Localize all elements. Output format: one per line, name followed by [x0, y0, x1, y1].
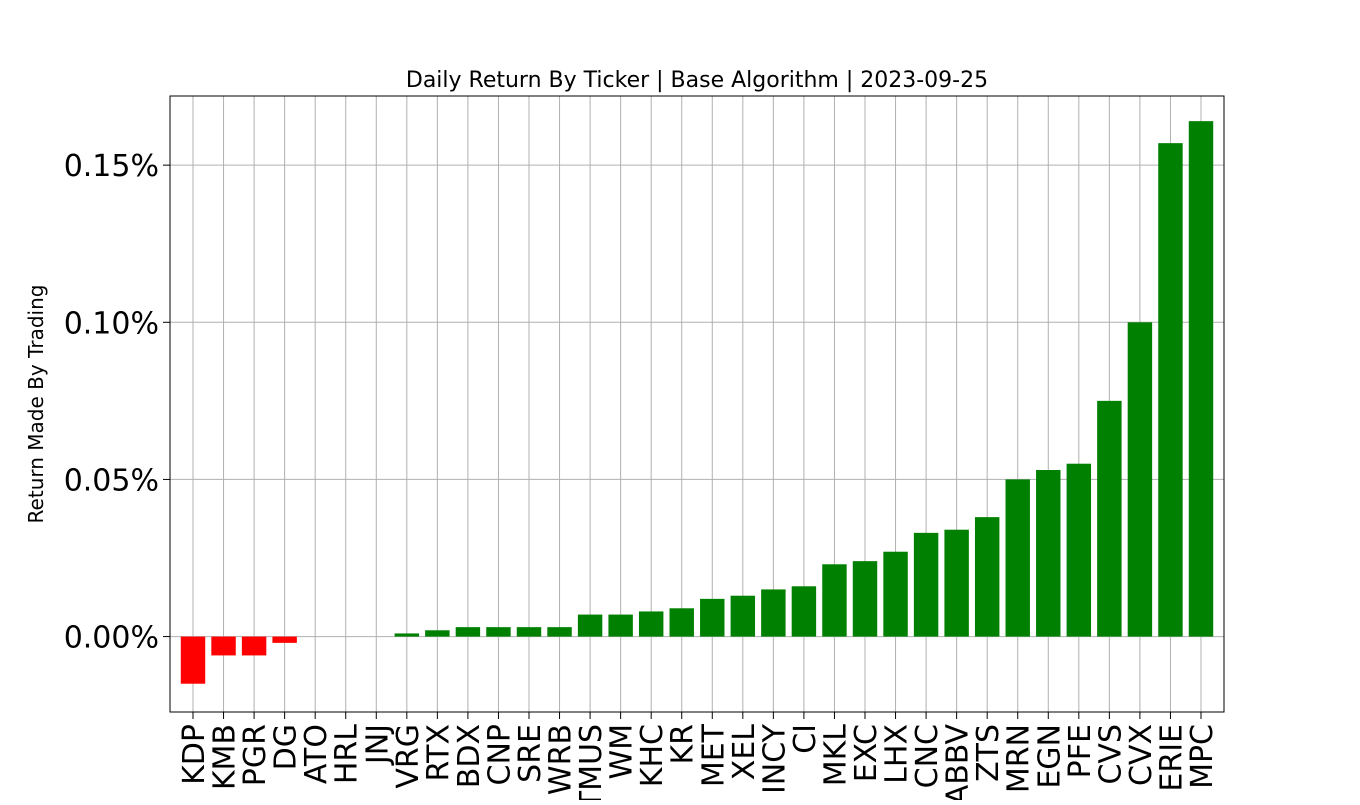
bar-bdx [455, 627, 481, 637]
bar-pfe [1066, 463, 1092, 637]
x-tick-label: BDX [452, 724, 487, 788]
x-tick-label: EXC [849, 724, 884, 782]
x-tick-label: VRG [391, 724, 426, 789]
bar-kdp [180, 636, 206, 684]
x-tick-label: KHC [635, 724, 670, 787]
x-tick-label: ERIE [1154, 724, 1189, 792]
x-tick-label: RTX [421, 724, 456, 782]
y-tick-label: 0.00% [64, 621, 159, 656]
y-tick-label: 0.15% [64, 149, 159, 184]
y-tick-label: 0.05% [64, 463, 159, 498]
x-tick-label: CNP [482, 724, 517, 785]
bar-egn [1036, 470, 1061, 637]
x-tick-label: MRN [1002, 724, 1037, 793]
x-tick-label: HRL [330, 724, 365, 784]
bar-cvx [1127, 322, 1153, 637]
y-axis-label: Return Made By Trading [24, 285, 48, 524]
bar-kr [669, 608, 694, 637]
bar-mkl [822, 564, 847, 637]
x-tick-label: LHX [880, 724, 915, 784]
x-tick-label: PFE [1063, 724, 1098, 778]
x-tick-label: CNC [910, 724, 945, 788]
x-tick-label: TMUS [574, 724, 609, 800]
bar-tmus [577, 614, 603, 637]
tick-layer: 0.00% 0.05% 0.10% 0.15% KDPKMBPGRDGATOHRLJNJ… [64, 149, 1220, 805]
x-tick-label: WRB [544, 724, 579, 795]
bar-mrn [1005, 479, 1030, 637]
grid-layer [170, 96, 1224, 712]
x-tick-label: SRE [513, 724, 548, 783]
bar-ci [791, 586, 817, 637]
y-tick-label: 0.10% [64, 306, 159, 341]
chart-title: Daily Return By Ticker | Base Algorithm … [406, 68, 988, 93]
plot-frame [169, 95, 1225, 713]
x-tick-label: EGN [1032, 724, 1067, 789]
bar-mpc [1188, 121, 1214, 637]
x-tick-label: INCY [757, 723, 792, 794]
x-tick-label: CI [788, 724, 823, 754]
x-tick-label: CVS [1093, 724, 1128, 785]
bar-xel [730, 595, 756, 637]
bar-lhx [883, 551, 908, 637]
bar-met [700, 598, 725, 637]
bar-vrg [394, 633, 420, 637]
bar-kmb [211, 636, 236, 656]
x-tick-label: DG [269, 724, 304, 770]
bar-wm [608, 614, 633, 637]
bar-wrb [547, 627, 572, 637]
bar-cvs [1097, 400, 1122, 637]
x-tick-label: KDP [177, 724, 212, 785]
x-tick-label: MKL [818, 724, 853, 787]
bar-abbv [944, 529, 969, 637]
x-tick-label: KMB [208, 724, 243, 790]
bar-pgr [241, 636, 267, 656]
x-tick-label: ZTS [971, 724, 1006, 782]
bar-sre [516, 627, 542, 637]
bar-erie [1158, 143, 1183, 637]
x-tick-label: KR [666, 724, 701, 765]
x-tick-label: CVX [1124, 724, 1159, 786]
bar-incy [761, 589, 786, 637]
bar-dg [272, 636, 297, 643]
x-tick-label: WM [605, 724, 640, 780]
x-tick-label: MET [696, 723, 731, 787]
bar-zts [974, 517, 1000, 637]
x-tick-label: ATO [299, 724, 334, 784]
x-tick-label: JNJ [360, 724, 395, 766]
x-tick-label: MPC [1185, 724, 1220, 789]
bar-exc [852, 561, 878, 637]
bar-cnc [913, 532, 939, 637]
x-tick-label: ABBV [941, 724, 976, 800]
bar-layer [180, 121, 1214, 684]
x-tick-label: XEL [727, 724, 762, 781]
bar-rtx [425, 630, 450, 637]
bar-cnp [486, 627, 511, 637]
x-tick-label: PGR [238, 724, 273, 786]
bar-khc [638, 611, 664, 637]
